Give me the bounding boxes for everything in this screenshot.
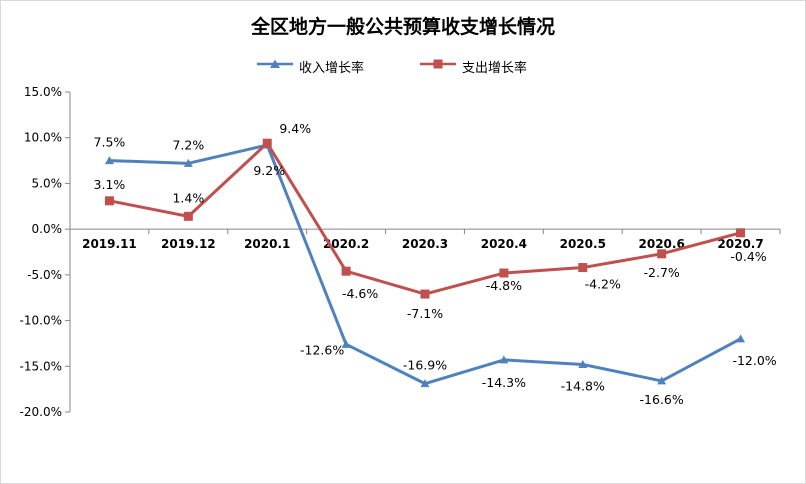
legend-swatch-expenditure: [420, 59, 456, 69]
data-label-expenditure: -4.6%: [342, 286, 378, 301]
data-label-income: 7.5%: [94, 135, 126, 150]
data-point-expenditure: [262, 138, 272, 148]
data-label-expenditure: -2.7%: [644, 265, 680, 280]
legend-label-expenditure: 支出增长率: [462, 61, 528, 76]
x-tick-label: 2020.5: [560, 237, 606, 251]
x-tick-label: 2020.2: [323, 237, 369, 251]
data-label-income: -12.6%: [300, 342, 344, 357]
data-point-expenditure: [657, 249, 667, 259]
data-label-expenditure: -4.2%: [585, 277, 621, 292]
y-tick-label: -15.0%: [20, 359, 62, 373]
y-tick-label: 10.0%: [24, 131, 62, 145]
data-label-income: -14.8%: [561, 378, 605, 393]
data-label-income: 7.2%: [172, 137, 204, 152]
data-point-expenditure: [104, 196, 114, 206]
data-point-income: [183, 158, 193, 167]
data-label-income: 9.2%: [253, 163, 285, 178]
y-tick-label: 15.0%: [24, 85, 62, 99]
data-point-expenditure: [578, 263, 588, 273]
y-tick-label: -20.0%: [20, 405, 62, 419]
y-tick-label: 5.0%: [32, 176, 63, 190]
legend-swatch-income: [257, 59, 293, 68]
data-point-expenditure: [341, 266, 351, 276]
y-tick-label: -5.0%: [27, 268, 62, 282]
data-point-income: [578, 359, 588, 368]
data-point-expenditure: [736, 228, 746, 238]
data-label-income: -12.0%: [732, 353, 776, 368]
y-tick-label: 0.0%: [32, 222, 63, 236]
legend-label-income: 收入增长率: [299, 61, 365, 76]
data-point-income: [499, 355, 509, 364]
x-tick-label: 2020.7: [717, 237, 763, 251]
x-tick-label: 2020.4: [481, 237, 527, 251]
data-point-income: [104, 156, 114, 165]
data-label-expenditure: -7.1%: [407, 306, 443, 321]
data-label-expenditure: 1.4%: [172, 190, 204, 205]
data-point-income: [420, 379, 430, 388]
chart-title: 全区地方一般公共预算收支增长情况: [250, 16, 555, 38]
data-label-income: -16.9%: [403, 358, 447, 373]
data-label-expenditure: -4.8%: [486, 278, 522, 293]
data-point-expenditure: [420, 289, 430, 299]
x-tick-label: 2019.11: [82, 237, 137, 251]
data-point-expenditure: [183, 211, 193, 221]
data-label-income: -16.6%: [640, 392, 684, 407]
x-tick-label: 2020.3: [402, 237, 448, 251]
x-tick-label: 2019.12: [161, 237, 216, 251]
data-point-expenditure: [499, 268, 509, 278]
data-label-expenditure: 3.1%: [94, 177, 126, 192]
x-tick-label: 2020.6: [639, 237, 685, 251]
data-point-income: [736, 334, 746, 343]
x-tick-label: 2020.1: [244, 237, 290, 251]
data-point-income: [341, 339, 351, 348]
y-tick-label: -10.0%: [20, 314, 62, 328]
data-label-expenditure: 9.4%: [279, 121, 311, 136]
data-label-expenditure: -0.4%: [730, 249, 766, 264]
data-label-income: -14.3%: [482, 375, 526, 390]
data-point-income: [657, 376, 667, 385]
